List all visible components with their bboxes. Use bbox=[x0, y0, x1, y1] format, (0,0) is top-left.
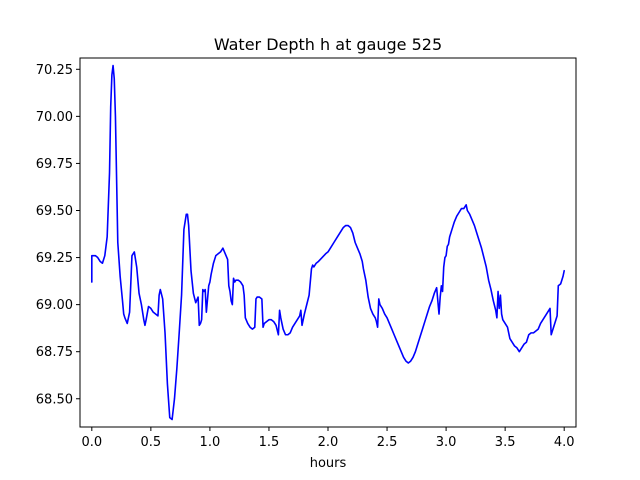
x-tick-label: 3.0 bbox=[436, 435, 457, 450]
x-tick-label: 1.5 bbox=[259, 435, 280, 450]
x-tick-label: 4.0 bbox=[554, 435, 575, 450]
x-tick-label: 2.5 bbox=[377, 435, 398, 450]
y-tick-label: 69.50 bbox=[36, 204, 73, 219]
x-tick-label: 0.5 bbox=[141, 435, 162, 450]
y-tick-label: 68.50 bbox=[36, 392, 73, 407]
x-tick-label: 0.0 bbox=[81, 435, 102, 450]
axis-ticks: 0.0 0.5 1.0 1.5 2.0 2.5 3.0 3.5 4.0 68.50 68.75 69.… bbox=[36, 63, 575, 450]
x-tick-label: 3.5 bbox=[495, 435, 516, 450]
y-tick-label: 69.00 bbox=[36, 298, 73, 313]
x-tick-label: 2.0 bbox=[318, 435, 339, 450]
y-tick-label: 69.25 bbox=[36, 251, 73, 266]
y-tick-label: 68.75 bbox=[36, 345, 73, 360]
chart-title: Water Depth h at gauge 525 bbox=[214, 35, 442, 54]
plot-area bbox=[91, 64, 565, 421]
x-tick-label: 1.0 bbox=[200, 435, 221, 450]
y-tick-label: 70.25 bbox=[36, 63, 73, 78]
y-tick-label: 70.00 bbox=[36, 110, 73, 125]
series-line-0 bbox=[91, 64, 565, 421]
x-axis-label: hours bbox=[310, 456, 347, 471]
y-tick-label: 69.75 bbox=[36, 157, 73, 172]
